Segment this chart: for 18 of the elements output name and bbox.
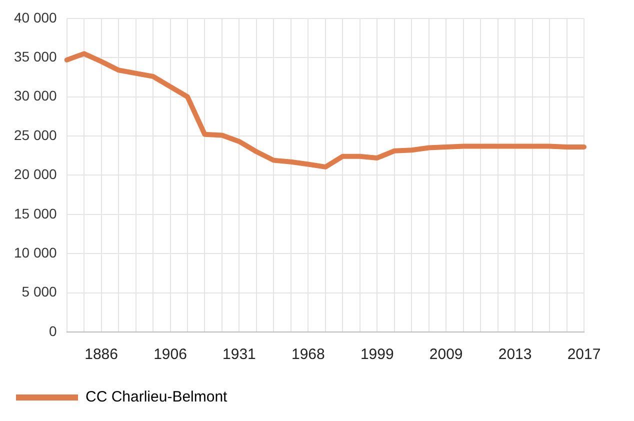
y-tick-label: 15 000 xyxy=(14,205,58,222)
x-tick-label: 1906 xyxy=(154,346,187,364)
y-tick-label: 20 000 xyxy=(14,166,58,182)
legend-label: CC Charlieu-Belmont xyxy=(86,388,228,406)
x-tick-label: 2009 xyxy=(429,346,463,364)
y-tick-label: 30 000 xyxy=(14,88,58,104)
x-tick-label: 1886 xyxy=(84,346,118,364)
y-tick-label: 25 000 xyxy=(14,126,58,143)
x-tick-label: 2017 xyxy=(567,346,601,364)
y-tick-label: 10 000 xyxy=(14,244,58,260)
y-tick-label: 0 xyxy=(49,322,58,339)
y-tick-label: 35 000 xyxy=(14,48,58,64)
y-tick-label: 5 000 xyxy=(22,284,58,300)
x-tick-label: 2013 xyxy=(498,346,532,364)
x-tick-label: 1999 xyxy=(360,346,394,364)
x-tick-label: 1931 xyxy=(222,346,256,364)
x-tick-label: 1968 xyxy=(291,346,325,364)
y-tick-label: 40 000 xyxy=(14,9,58,26)
